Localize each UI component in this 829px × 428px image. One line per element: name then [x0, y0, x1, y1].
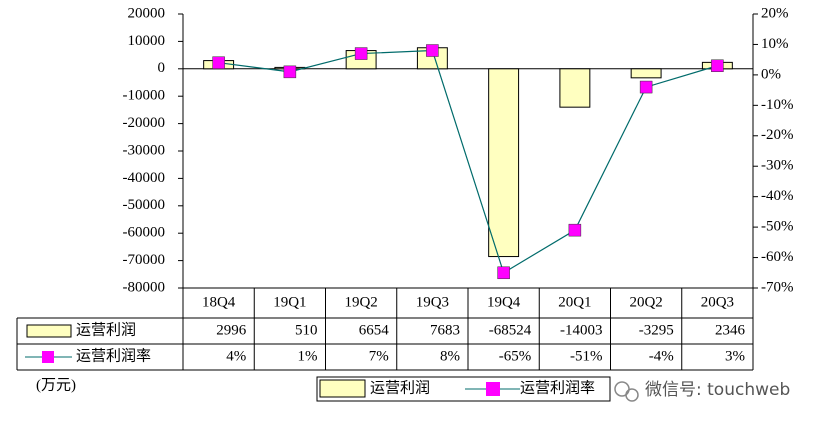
y2-tick-label: 0% — [761, 66, 781, 82]
x-tick-label: 20Q1 — [558, 294, 591, 310]
y-tick-label: -80000 — [123, 279, 166, 295]
table-value: -68524 — [489, 322, 532, 338]
bar — [559, 68, 591, 108]
x-tick-label: 20Q3 — [701, 294, 734, 310]
table-value: 510 — [295, 322, 318, 338]
table-swatch-marker — [42, 351, 54, 363]
marker — [568, 223, 582, 237]
x-tick-label: 19Q1 — [273, 294, 306, 310]
table-value: 6654 — [359, 322, 390, 338]
y2-tick-label: -50% — [761, 219, 794, 235]
y-tick-label: 20000 — [128, 5, 166, 21]
table-value: 2346 — [715, 322, 746, 338]
watermark: 微信号: touchweb — [645, 380, 790, 400]
y-tick-label: -30000 — [123, 142, 166, 158]
y-tick-label: -40000 — [123, 170, 166, 186]
x-tick-label: 19Q2 — [344, 294, 377, 310]
table-value: 7% — [369, 348, 389, 364]
x-tick-label: 19Q3 — [416, 294, 449, 310]
legend-swatch — [319, 379, 366, 398]
table-value: -3295 — [639, 322, 674, 338]
x-tick-label: 18Q4 — [202, 294, 236, 310]
table-value: 2996 — [216, 322, 247, 338]
y2-tick-label: -30% — [761, 158, 794, 174]
y-tick-label: -60000 — [123, 225, 166, 241]
marker — [426, 44, 439, 57]
y-tick-label: -10000 — [123, 88, 166, 104]
legend-swatch-marker — [486, 382, 500, 396]
table-value: -51% — [570, 348, 603, 364]
y2-tick-label: -10% — [761, 97, 794, 113]
x-tick-label: 19Q4 — [487, 294, 521, 310]
bar — [488, 68, 520, 258]
marker — [283, 65, 297, 79]
marker — [354, 47, 368, 60]
y-tick-label: -50000 — [123, 197, 166, 213]
marker — [711, 59, 724, 73]
table-value: 7683 — [430, 322, 460, 338]
y-tick-label: 10000 — [128, 33, 166, 49]
y2-tick-label: -20% — [761, 127, 794, 143]
table-value: -4% — [649, 348, 674, 364]
marker — [497, 266, 510, 280]
unit-label: (万元) — [36, 377, 76, 393]
legend-label: 运营利润 — [370, 379, 430, 396]
y2-tick-label: -40% — [761, 188, 794, 204]
table-value: -14003 — [560, 322, 603, 338]
legend-box — [316, 376, 611, 402]
row-label: 运营利润率 — [76, 347, 151, 364]
y2-tick-label: 20% — [761, 5, 789, 21]
watermark-icon — [614, 381, 639, 402]
table-value: -65% — [499, 348, 532, 364]
marker — [212, 56, 225, 69]
legend-label: 运营利润率 — [520, 379, 595, 396]
y2-tick-label: -70% — [761, 279, 794, 295]
y2-tick-label: 10% — [761, 36, 789, 52]
row-label: 运营利润 — [76, 321, 136, 338]
table-swatch — [26, 324, 72, 338]
y-tick-label: -70000 — [123, 252, 166, 268]
y2-tick-label: -60% — [761, 249, 794, 265]
marker — [639, 80, 653, 94]
table-value: 3% — [725, 348, 745, 364]
table-value: 1% — [298, 348, 318, 364]
x-tick-label: 20Q2 — [629, 294, 662, 310]
table-value: 8% — [440, 348, 460, 364]
line — [218, 49, 718, 274]
y-tick-label: 0 — [158, 60, 166, 76]
table-value: 4% — [226, 348, 246, 364]
bar — [630, 68, 662, 79]
y-tick-label: -20000 — [123, 115, 166, 131]
